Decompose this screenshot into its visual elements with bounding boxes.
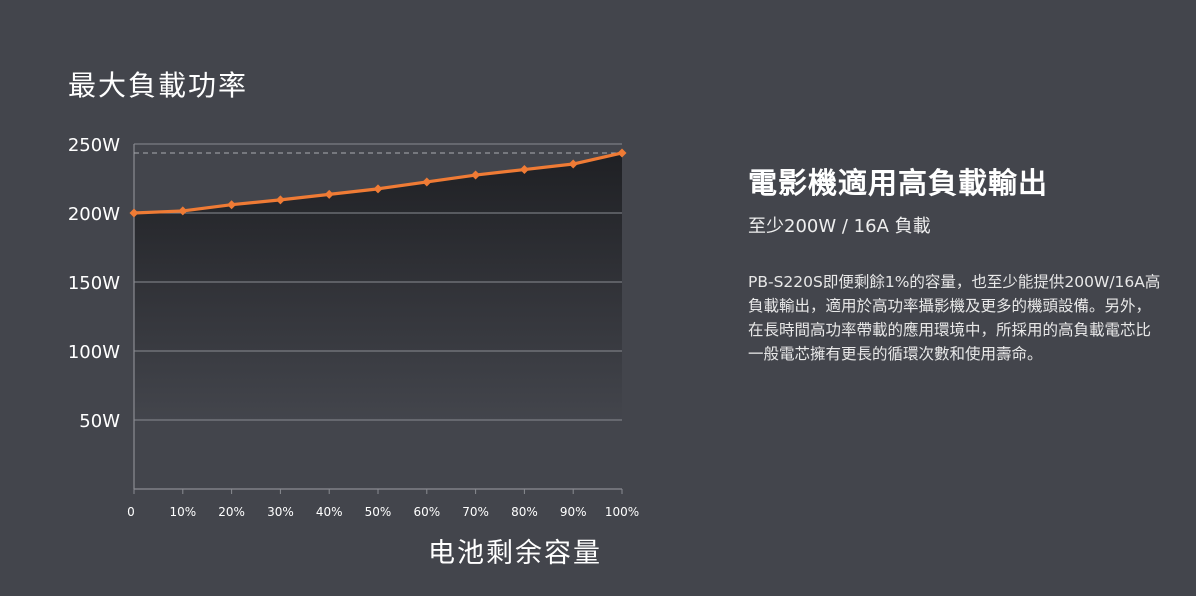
x-axis-label: 电池剩余容量	[428, 538, 602, 569]
data-point	[129, 208, 139, 218]
data-point	[617, 148, 627, 158]
x-tick-label: 40%	[316, 505, 343, 519]
line-chart: 50W 100W 150W 200W 250W 0 10% 20% 30% 40% 50% 60% 7…	[68, 135, 639, 519]
data-point	[568, 159, 578, 169]
y-tick-label: 250W	[68, 135, 120, 156]
y-tick-label: 100W	[68, 342, 120, 363]
data-point	[422, 177, 432, 187]
data-point	[275, 195, 285, 205]
x-tick-label: 0	[127, 505, 135, 519]
data-point	[471, 170, 481, 180]
y-tick-label: 50W	[79, 411, 120, 432]
data-point	[178, 206, 188, 216]
x-tick-label: 80%	[511, 505, 538, 519]
panel-subtitle: 至少200W / 16A 負載	[748, 216, 931, 237]
panel-title: 電影機適用高負載輸出	[748, 166, 1049, 200]
x-tick-label: 70%	[462, 505, 489, 519]
chart-title: 最大負載功率	[68, 69, 249, 102]
x-tick-label: 50%	[365, 505, 392, 519]
data-point	[227, 200, 237, 210]
x-tick-label: 100%	[605, 505, 639, 519]
panel-body: PB-S220S即便剩餘1%的容量，也至少能提供200W/16A高負載輸出，適用…	[748, 273, 1161, 363]
y-tick-label: 200W	[68, 204, 120, 225]
data-point	[324, 189, 334, 199]
info-panel: 電影機適用高負載輸出 至少200W / 16A 負載 PB-S220S即便剩餘1…	[748, 160, 1178, 366]
area-fill	[134, 152, 622, 420]
x-tick-label: 10%	[169, 505, 196, 519]
data-point	[373, 184, 383, 194]
data-point	[519, 165, 529, 175]
y-tick-label: 150W	[68, 273, 120, 294]
x-tick-label: 60%	[413, 505, 440, 519]
x-tick-label: 20%	[218, 505, 245, 519]
x-tick-label: 30%	[267, 505, 294, 519]
x-tick-label: 90%	[560, 505, 587, 519]
